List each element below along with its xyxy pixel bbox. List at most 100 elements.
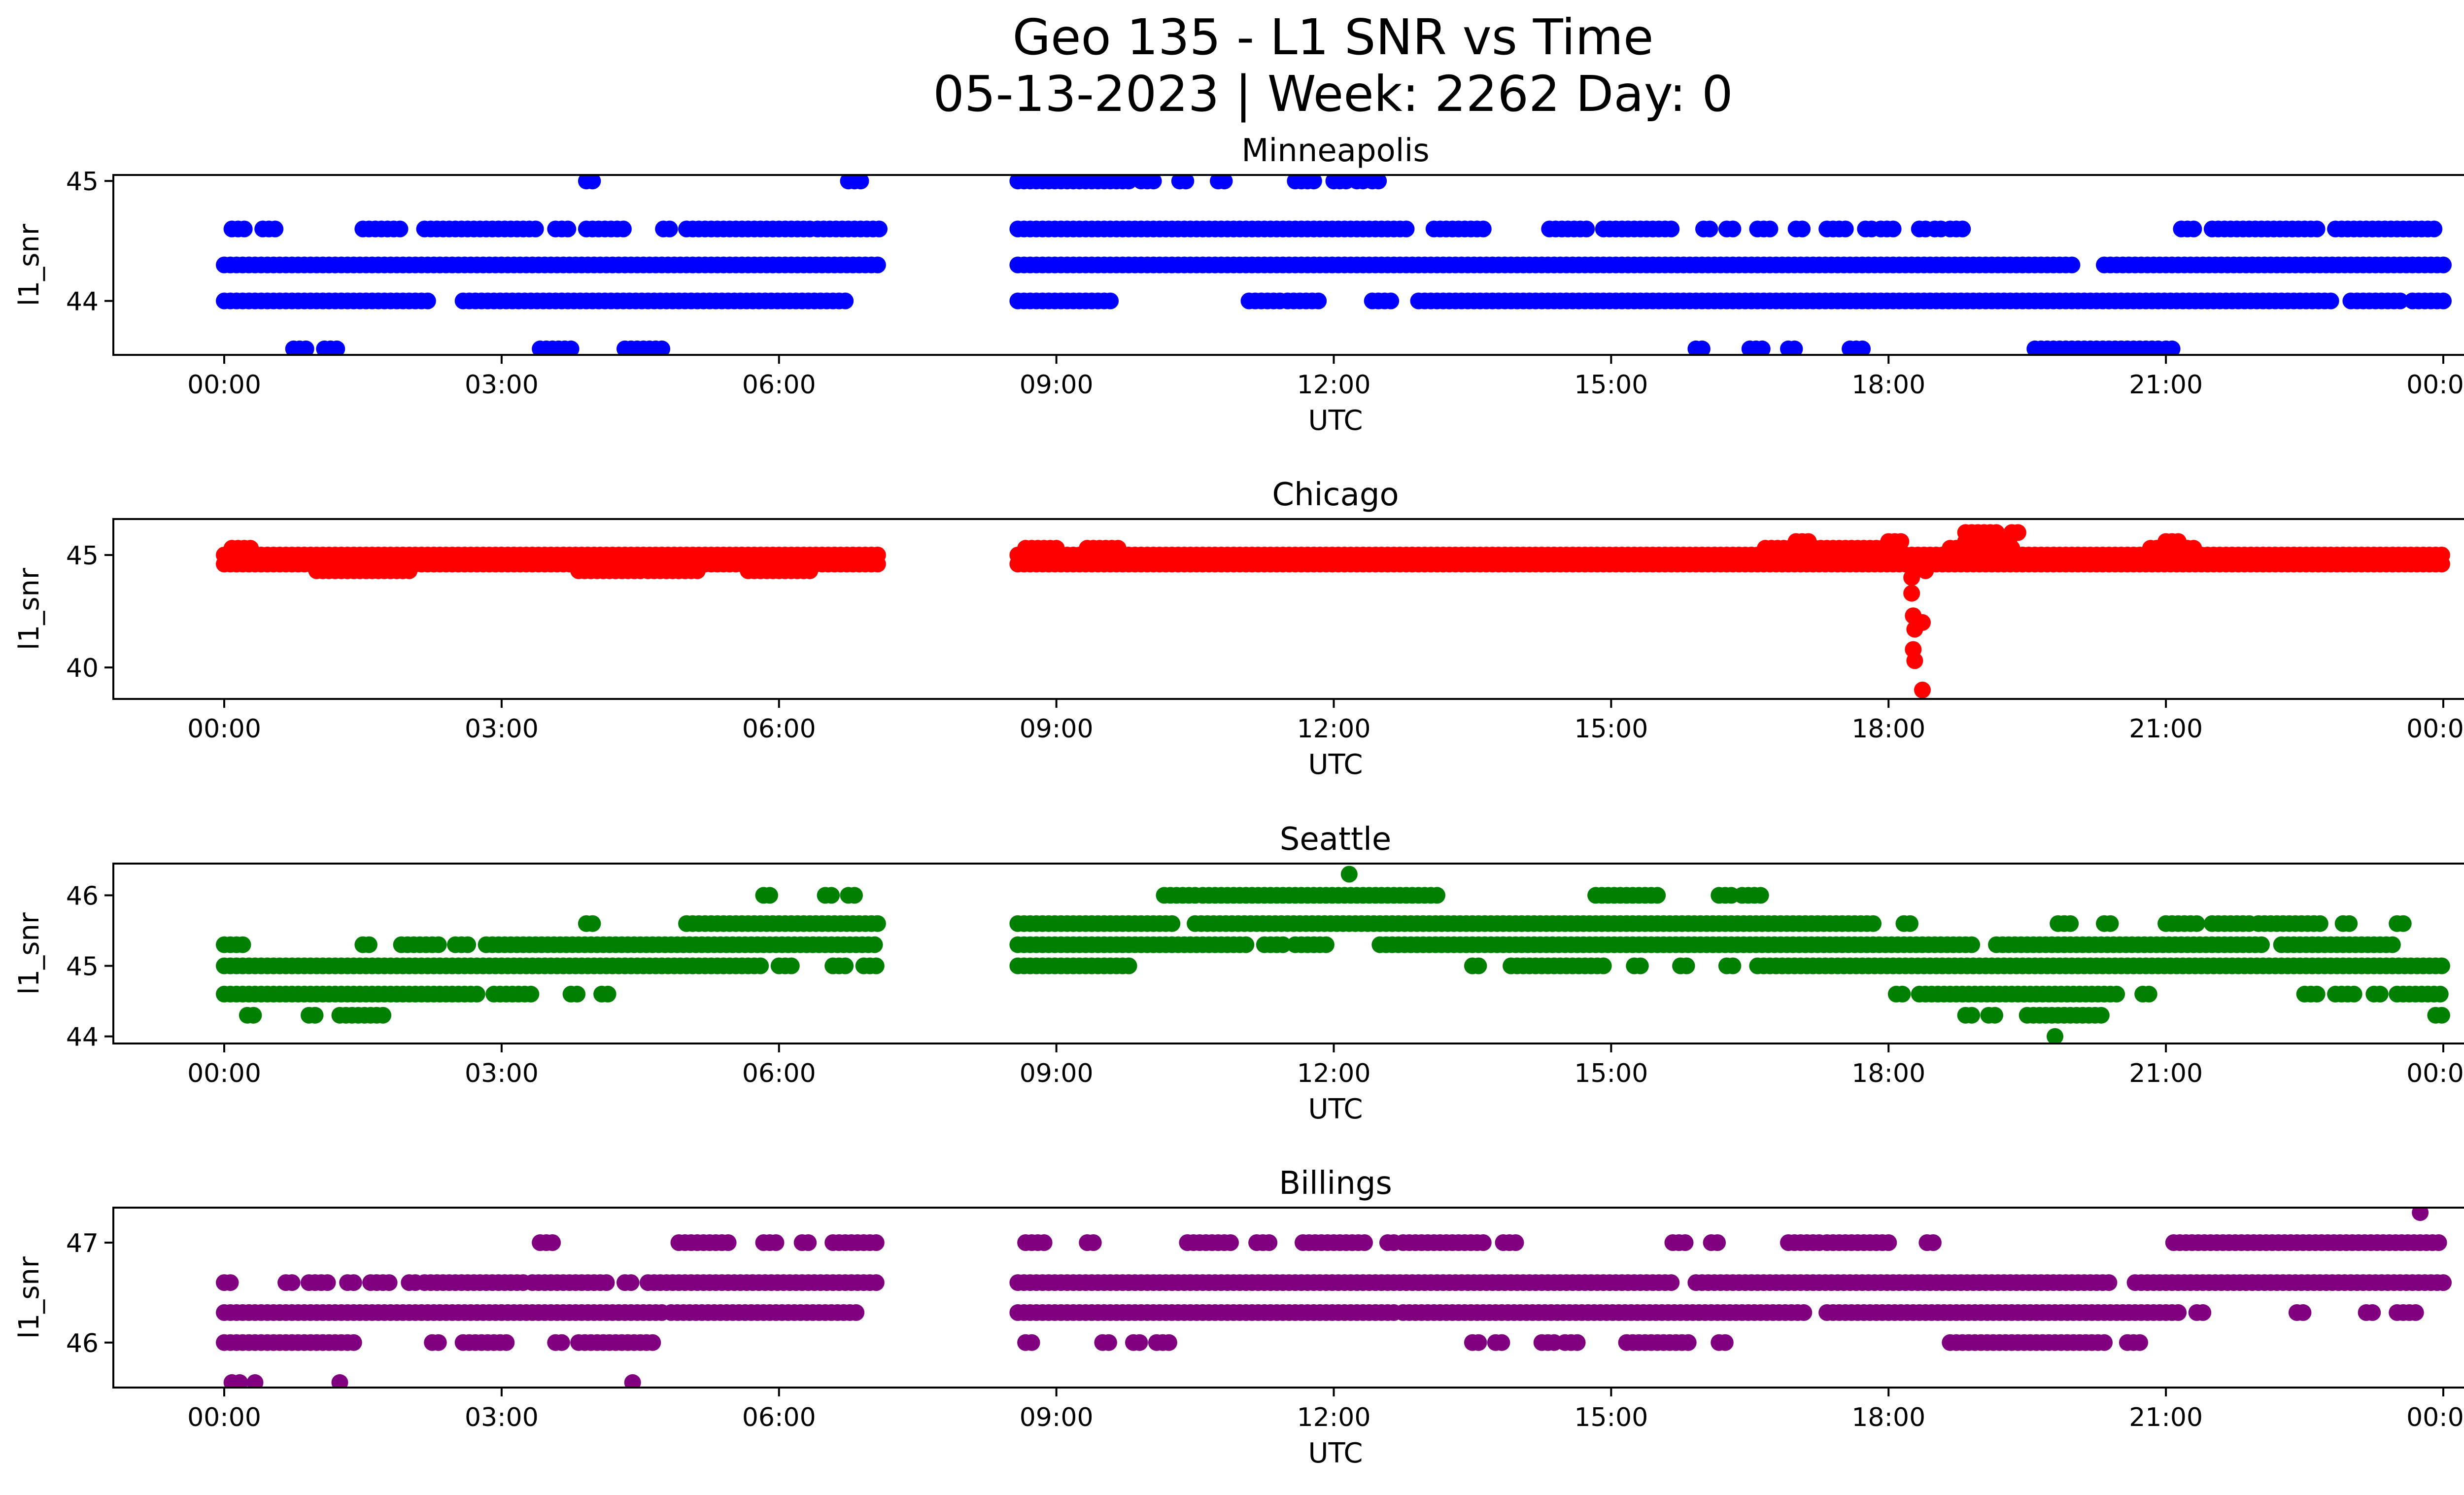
data-point	[242, 540, 259, 557]
x-tick-label: 06:00	[742, 1059, 816, 1088]
x-tick-label: 21:00	[2129, 1059, 2203, 1088]
figure-subtitle: 05-13-2023 | Week: 2262 Day: 0	[933, 65, 1733, 123]
data-point	[1914, 614, 1931, 631]
data-point	[848, 1304, 865, 1321]
data-point	[345, 1334, 362, 1351]
data-point	[2384, 936, 2401, 953]
data-point	[1724, 220, 1742, 238]
data-point	[1678, 957, 1695, 974]
data-point	[246, 1374, 264, 1388]
subplot-chicago: Chicago 00:00 03:00 06:00 09:00 12:00 15:00 18:…	[13, 477, 2464, 781]
data-point	[1954, 220, 1971, 238]
subplot-panels: Minneapolis 00:00 03:00 06:00 09:00 12:00 15:0…	[13, 133, 2464, 1469]
data-point	[2345, 985, 2362, 1003]
x-tick-label: 00:00	[2406, 370, 2464, 400]
data-point	[1317, 936, 1335, 953]
axes-frame	[112, 863, 2464, 1044]
x-tick-label: 09:00	[1020, 1059, 1094, 1088]
data-point	[1102, 292, 1119, 310]
x-tick-label: 06:00	[742, 714, 816, 744]
x-tick-label: 00:00	[2406, 714, 2464, 744]
data-point	[2294, 1304, 2312, 1321]
data-point	[869, 915, 886, 932]
data-point	[2170, 1304, 2187, 1321]
data-point	[867, 1234, 885, 1251]
data-point	[1701, 220, 1718, 238]
data-point	[867, 1274, 885, 1291]
data-point	[1370, 175, 1387, 190]
data-point	[1100, 1334, 1117, 1351]
y-tick-label: 44	[66, 1023, 99, 1052]
data-point	[2253, 936, 2270, 953]
x-tick-label: 00:00	[2406, 1059, 2464, 1088]
data-point	[2426, 220, 2443, 238]
data-point	[1470, 957, 1487, 974]
data-point	[801, 562, 819, 579]
data-point	[767, 1234, 785, 1251]
data-point	[837, 957, 854, 974]
data-point	[1677, 1234, 1694, 1251]
data-point	[345, 1274, 362, 1291]
data-point	[599, 985, 616, 1003]
data-point	[2140, 985, 2157, 1003]
data-point	[869, 556, 886, 573]
data-point	[624, 1374, 641, 1388]
data-point	[2395, 915, 2412, 932]
x-tick-label: 00:00	[187, 1403, 261, 1432]
data-point	[584, 175, 601, 190]
data-point	[2371, 985, 2389, 1003]
data-point	[1398, 220, 1415, 238]
x-tick-label: 21:00	[2129, 714, 2203, 744]
x-tick-label: 03:00	[465, 714, 539, 744]
data-point	[331, 1374, 348, 1388]
data-point	[1963, 1007, 1981, 1024]
data-point	[1222, 1234, 1239, 1251]
y-tick-label: 45	[66, 541, 99, 571]
data-point	[2096, 1334, 2113, 1351]
data-point	[375, 1007, 392, 1024]
data-point	[584, 915, 601, 932]
subplot-minneapolis: Minneapolis 00:00 03:00 06:00 09:00 12:00 15:0…	[13, 133, 2464, 437]
data-point	[2100, 1274, 2118, 1291]
data-point	[419, 292, 436, 310]
data-point	[823, 887, 840, 904]
data-point	[2308, 985, 2326, 1003]
data-point	[1131, 1334, 1148, 1351]
data-point	[1649, 887, 1666, 904]
data-point	[800, 1234, 817, 1251]
data-point	[236, 220, 253, 238]
data-point	[1903, 569, 1920, 586]
x-tick-label: 03:00	[465, 1059, 539, 1088]
data-point	[2364, 1304, 2381, 1321]
data-point	[761, 887, 778, 904]
data-point	[1963, 936, 1981, 953]
data-point	[2170, 533, 2187, 550]
x-axis-label: UTC	[1308, 1093, 1363, 1125]
data-point	[459, 936, 477, 953]
data-point	[569, 985, 586, 1003]
y-tick-label: 40	[66, 654, 99, 683]
data-point	[2433, 957, 2450, 974]
data-point	[1709, 1234, 1726, 1251]
data-point	[231, 1374, 248, 1388]
data-point	[1470, 1334, 1487, 1351]
data-point	[1305, 175, 1322, 190]
data-point	[1663, 220, 1680, 238]
x-tick-label: 00:00	[187, 714, 261, 744]
data-point	[1356, 1234, 1373, 1251]
data-point	[1986, 1007, 2003, 1024]
data-point	[1865, 915, 1882, 932]
x-tick-label: 21:00	[2129, 370, 2203, 400]
data-points	[216, 866, 2450, 1043]
data-point	[391, 220, 409, 238]
data-point	[430, 936, 447, 953]
data-point	[1914, 681, 1931, 698]
data-point	[1716, 1334, 1734, 1351]
data-point	[297, 340, 314, 355]
data-point	[1693, 340, 1711, 355]
data-point	[307, 1007, 324, 1024]
data-point	[1679, 1334, 1697, 1351]
data-point	[2194, 1304, 2212, 1321]
subplot-title: Chicago	[1272, 477, 1399, 513]
